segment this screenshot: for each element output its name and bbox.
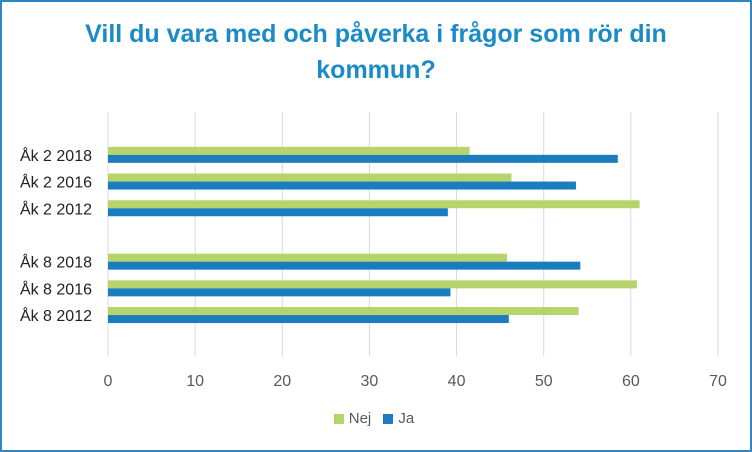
bar-nej-4 <box>108 280 637 289</box>
category-label: Åk 8 2012 <box>20 306 92 325</box>
category-labels: Åk 2 2018 Åk 2 2016 Åk 2 2012 Åk 8 2018 Åk 8… <box>20 146 92 325</box>
bar-ja-5 <box>108 315 509 324</box>
chart-title-line-2: kommun? <box>316 56 436 84</box>
bar-ja-0 <box>108 154 618 163</box>
legend-item-ja: Ja <box>383 410 414 427</box>
bar-nej-1 <box>108 173 512 182</box>
category-label: Åk 2 2016 <box>20 173 92 192</box>
x-tick-label: 30 <box>361 373 379 390</box>
category-label: Åk 8 2018 <box>20 253 92 272</box>
x-tick-label: 70 <box>709 373 727 390</box>
legend-label-ja: Ja <box>398 410 415 427</box>
chart-title-line-1: Vill du vara med och påverka i frågor so… <box>85 20 667 48</box>
bar-ja-2 <box>108 208 448 217</box>
legend-label-nej: Nej <box>348 410 372 427</box>
bar-ja-1 <box>108 181 576 190</box>
bar-nej-3 <box>108 253 508 262</box>
legend-swatch-nej <box>333 413 344 424</box>
legend: Nej Ja <box>0 410 748 428</box>
bar-ja-3 <box>108 261 581 270</box>
x-tick-label: 10 <box>186 373 204 390</box>
category-label: Åk 2 2012 <box>20 199 92 218</box>
legend-swatch-ja <box>383 413 394 424</box>
bar-nej-2 <box>108 200 640 209</box>
bar-nej-0 <box>108 146 470 155</box>
x-tick-label: 50 <box>535 373 553 390</box>
chart-title: Vill du vara med och påverka i frågor so… <box>2 16 750 88</box>
x-tick-label: 40 <box>448 373 466 390</box>
x-tick-label: 60 <box>622 373 640 390</box>
legend-item-nej: Nej <box>333 410 372 427</box>
x-tick-label: 20 <box>273 373 291 390</box>
bars <box>108 146 640 324</box>
x-tick-label: 0 <box>104 373 113 390</box>
bar-ja-4 <box>108 288 451 297</box>
x-tick-labels: 0 10 20 30 40 50 60 70 <box>104 373 727 390</box>
category-label: Åk 8 2016 <box>20 279 92 298</box>
category-label: Åk 2 2018 <box>20 146 92 165</box>
bar-nej-5 <box>108 307 579 316</box>
